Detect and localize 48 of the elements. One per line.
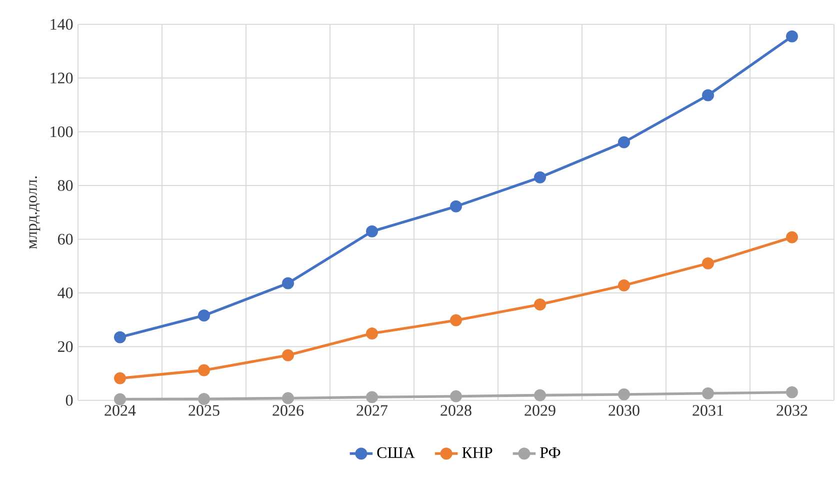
- point: [534, 171, 546, 184]
- point: [618, 136, 630, 148]
- point: [198, 392, 210, 405]
- point: [366, 327, 378, 340]
- legend-label: КНР: [462, 447, 492, 458]
- x-tick-label: 2031: [692, 405, 724, 416]
- x-tick-label: 2026: [272, 405, 304, 416]
- point: [450, 200, 462, 212]
- point: [366, 391, 378, 404]
- y-tick-label: 20: [58, 341, 73, 352]
- y-tick-label: 60: [58, 234, 73, 245]
- y-tick-label: 140: [50, 18, 73, 30]
- y-tick-label: 0: [66, 394, 73, 406]
- y-tick-label: 120: [50, 72, 73, 84]
- y-tick-label: 80: [58, 180, 73, 191]
- point: [618, 279, 630, 292]
- point: [282, 392, 294, 404]
- point: [114, 331, 126, 344]
- point: [702, 387, 714, 400]
- point: [534, 389, 546, 402]
- point: [618, 388, 630, 400]
- x-tick-label: 2028: [440, 405, 472, 416]
- point: [282, 277, 294, 290]
- point: [114, 372, 126, 384]
- point: [786, 231, 798, 244]
- y-tick-label: 40: [58, 288, 73, 298]
- point: [786, 386, 798, 398]
- point: [534, 298, 546, 310]
- point: [786, 30, 798, 42]
- x-tick-label: 2030: [608, 405, 640, 416]
- point: [450, 390, 462, 402]
- legend-label: США: [377, 447, 415, 458]
- x-tick-label: 2032: [776, 405, 808, 416]
- point: [114, 393, 126, 406]
- x-tick-label: 2029: [524, 405, 556, 416]
- y-axis-title: млрд.долл.: [29, 176, 40, 249]
- x-tick-label: 2027: [356, 405, 388, 416]
- point: [702, 89, 714, 102]
- point: [450, 314, 462, 326]
- point: [198, 364, 210, 376]
- x-tick-label: 2024: [104, 405, 136, 416]
- legend-label: РФ: [540, 447, 560, 458]
- point: [198, 309, 210, 322]
- point: [702, 257, 714, 270]
- point: [366, 225, 378, 238]
- x-tick-label: 2025: [188, 405, 220, 416]
- point: [282, 349, 294, 362]
- y-tick-label: 100: [50, 126, 73, 138]
